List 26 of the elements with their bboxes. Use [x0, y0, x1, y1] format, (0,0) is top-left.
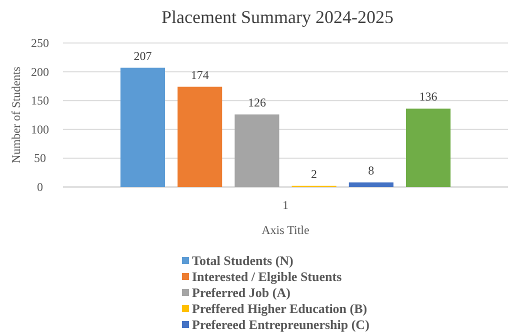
y-tick-label: 250 — [31, 36, 49, 50]
legend-label: Prefereed Entrepreunership (C) — [192, 317, 370, 332]
bar — [120, 68, 165, 187]
y-tick-label: 50 — [34, 151, 46, 166]
data-label: 126 — [248, 95, 266, 110]
y-tick-label: 0 — [37, 180, 43, 194]
bar — [234, 114, 280, 187]
data-label: 207 — [134, 48, 152, 63]
x-tick-label: 1 — [282, 198, 288, 212]
chart-title: Placement Summary 2024-2025 — [162, 7, 394, 27]
bar — [348, 182, 394, 187]
data-label: 8 — [368, 163, 374, 178]
legend-label: Preferred Job (A) — [192, 285, 290, 300]
y-tick-label: 150 — [31, 94, 49, 108]
data-label: 136 — [419, 90, 438, 104]
y-axis-title: Number of Students — [9, 66, 23, 164]
legend-label: Total Students (N) — [192, 253, 294, 268]
x-axis-title: Axis Title — [262, 223, 310, 237]
bar — [178, 86, 222, 187]
data-label: 174 — [190, 68, 209, 82]
legend-label: Preffered Higher Education (B) — [192, 301, 368, 316]
data-label: 2 — [311, 166, 318, 181]
y-tick-label: 200 — [31, 64, 49, 79]
legend-label: Interested / Elgible Stuents — [192, 269, 342, 284]
bar — [406, 108, 451, 187]
y-tick-label: 100 — [31, 122, 49, 136]
